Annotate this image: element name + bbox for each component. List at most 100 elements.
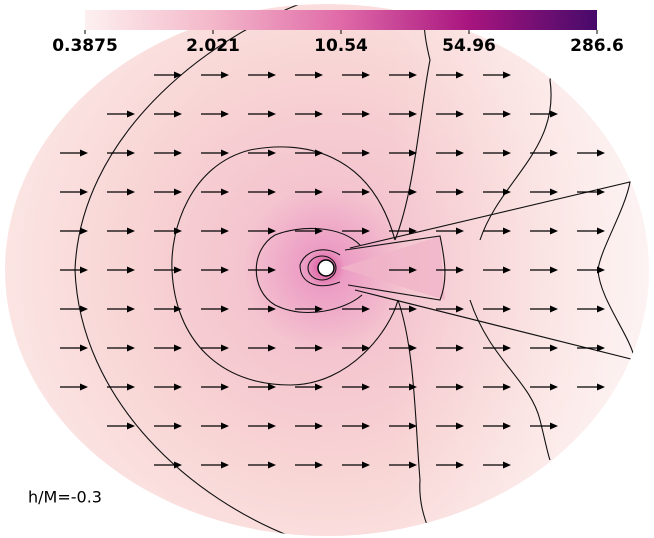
arrow-head [409, 227, 417, 235]
arrow-head [362, 305, 370, 313]
arrow-head [80, 149, 88, 157]
arrow-head [174, 422, 182, 430]
arrow-head [80, 227, 88, 235]
arrow-head [80, 188, 88, 196]
arrow-head [174, 71, 182, 79]
arrow-head [550, 266, 558, 274]
arrow-head [127, 305, 135, 313]
arrow-head [221, 110, 229, 118]
arrow-head [174, 461, 182, 469]
arrow-head [597, 266, 605, 274]
arrow-head [362, 422, 370, 430]
arrow-head [268, 149, 276, 157]
arrow-head [315, 461, 323, 469]
arrow-head [409, 344, 417, 352]
arrow-head [174, 266, 182, 274]
arrow-head [597, 227, 605, 235]
arrow-head [315, 188, 323, 196]
arrow-head [456, 266, 464, 274]
arrow-head [221, 383, 229, 391]
arrow-head [409, 110, 417, 118]
arrow-head [550, 305, 558, 313]
arrow-head [362, 461, 370, 469]
arrow-head [268, 188, 276, 196]
arrow-head [127, 110, 135, 118]
colorbar-tick-label: 0.3875 [52, 36, 118, 56]
arrow-head [503, 110, 511, 118]
arrow-head [550, 149, 558, 157]
arrow-head [80, 305, 88, 313]
arrow-head [456, 461, 464, 469]
arrow-head [80, 383, 88, 391]
arrow-head [409, 305, 417, 313]
arrow-head [174, 344, 182, 352]
arrow-head [456, 383, 464, 391]
arrow-head [127, 383, 135, 391]
arrow-head [456, 188, 464, 196]
arrow-head [362, 71, 370, 79]
arrow-head [456, 149, 464, 157]
arrow-head [503, 344, 511, 352]
arrow-head [221, 305, 229, 313]
arrow-head [315, 305, 323, 313]
arrow-head [315, 227, 323, 235]
arrow-head [409, 383, 417, 391]
arrow-head [456, 71, 464, 79]
arrow-head [503, 305, 511, 313]
arrow-head [315, 383, 323, 391]
arrow-head [315, 422, 323, 430]
arrow-head [597, 149, 605, 157]
arrow-head [80, 266, 88, 274]
arrow-head [127, 422, 135, 430]
arrow-head [503, 266, 511, 274]
arrow-head [597, 188, 605, 196]
arrow-head [456, 422, 464, 430]
arrow-head [315, 110, 323, 118]
arrow-head [362, 149, 370, 157]
arrow-head [409, 71, 417, 79]
arrow-head [268, 227, 276, 235]
arrow-head [174, 383, 182, 391]
arrow-head [221, 149, 229, 157]
arrow-head [456, 227, 464, 235]
arrow-head [221, 188, 229, 196]
arrow-head [221, 227, 229, 235]
arrow-head [550, 110, 558, 118]
arrow-head [456, 110, 464, 118]
colorbar-tick-label: 10.54 [314, 36, 368, 56]
arrow-head [315, 149, 323, 157]
arrow-head [503, 149, 511, 157]
colorbar-tick-label: 54.96 [442, 36, 496, 56]
arrow-head [127, 344, 135, 352]
arrow-head [268, 266, 276, 274]
arrow-head [268, 110, 276, 118]
arrow-head [221, 461, 229, 469]
arrow-head [268, 305, 276, 313]
colorbar-tick-label: 2.021 [186, 36, 240, 56]
annotation: h/M=-0.3 [28, 488, 102, 507]
arrow-head [550, 188, 558, 196]
arrow-head [221, 266, 229, 274]
arrow-head [362, 383, 370, 391]
arrow-head [315, 344, 323, 352]
arrow-head [127, 188, 135, 196]
arrow-head [268, 383, 276, 391]
arrow-head [268, 71, 276, 79]
arrow-head [409, 266, 417, 274]
arrow-head [409, 422, 417, 430]
arrow-head [268, 422, 276, 430]
arrow-head [550, 422, 558, 430]
arrow-head [127, 149, 135, 157]
arrow-head [268, 344, 276, 352]
arrow-head [362, 227, 370, 235]
arrow-head [127, 227, 135, 235]
arrow-head [221, 344, 229, 352]
colorbar-ticks: 0.3875 2.021 10.54 54.96 286.6 [52, 30, 624, 56]
arrow-head [362, 188, 370, 196]
arrow-head [550, 344, 558, 352]
arrow-head [409, 188, 417, 196]
arrow-head [362, 344, 370, 352]
arrow-head [597, 305, 605, 313]
colorbar-tick-label: 286.6 [570, 36, 624, 56]
